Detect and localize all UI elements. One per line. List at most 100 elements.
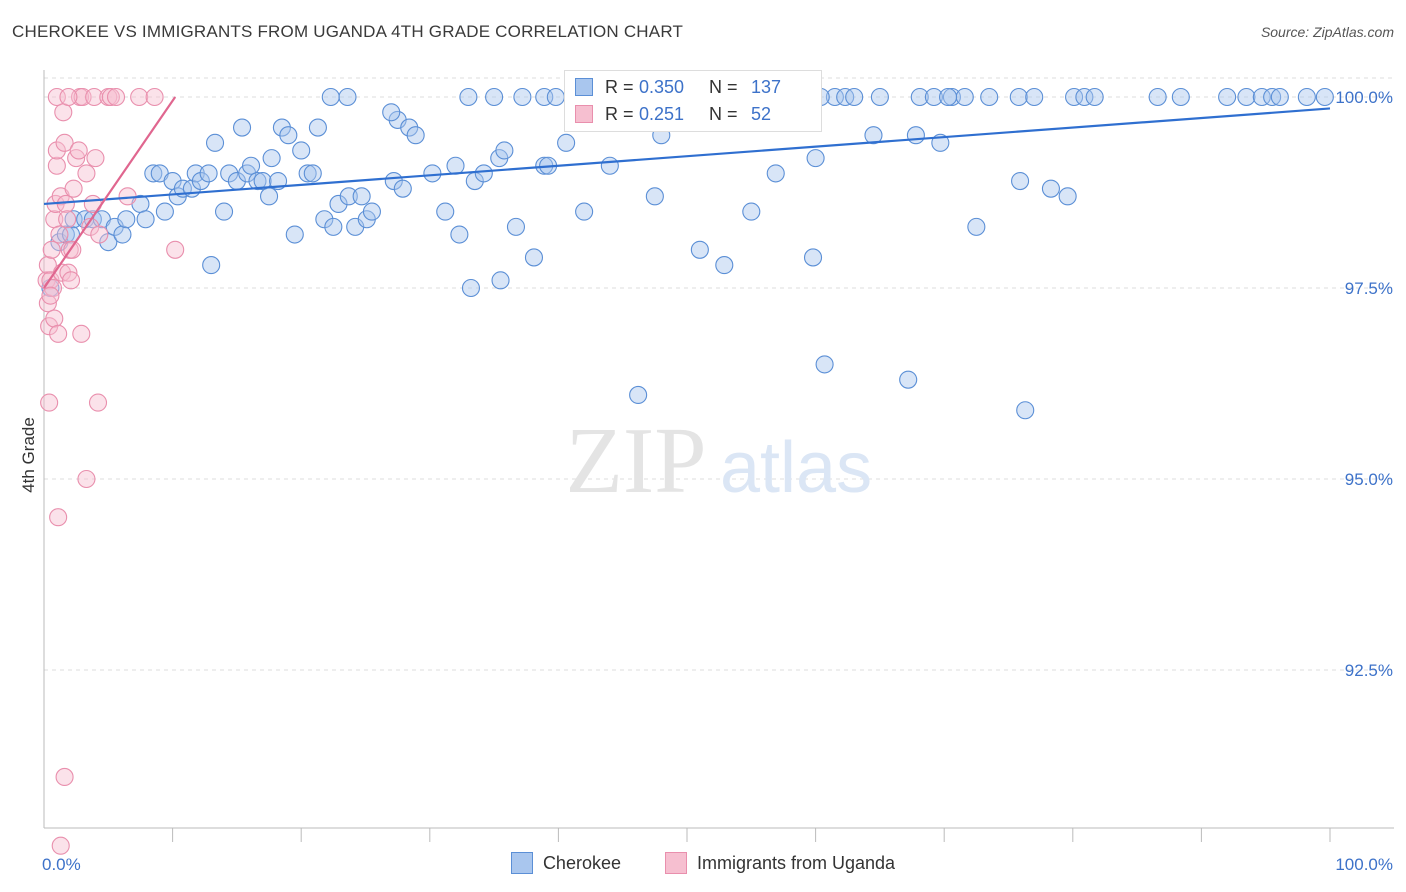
cherokee-point — [899, 370, 918, 389]
uganda-point — [69, 141, 88, 160]
cherokee-point — [393, 179, 412, 198]
uganda-point — [42, 240, 61, 259]
cherokee-point — [324, 217, 343, 236]
cherokee-point — [980, 87, 999, 107]
cherokee-point — [1085, 87, 1104, 107]
uganda-point — [37, 271, 56, 290]
series-legend: Cherokee Immigrants from Uganda — [0, 852, 1406, 874]
cherokee-points — [41, 87, 1334, 420]
cherokee-point — [199, 164, 218, 183]
cherokee-point — [1237, 87, 1256, 107]
axis-labels: 100.0% 97.5% 95.0% 92.5% 0.0% 100.0% 4th Grade — [19, 88, 1393, 874]
cherokee-trend-line — [43, 107, 1331, 206]
watermark-atlas: atlas — [720, 428, 872, 508]
watermark-zip: ZIP — [566, 409, 707, 513]
uganda-point — [88, 393, 108, 412]
cherokee-point — [144, 164, 163, 183]
cherokee-point — [253, 171, 272, 191]
legend-row-uganda: R = 0.251 N = 52 — [575, 102, 771, 126]
cherokee-point — [485, 87, 504, 107]
y-tick-label: 92.5% — [1345, 661, 1393, 680]
cherokee-swatch — [575, 78, 593, 96]
cherokee-point — [292, 141, 311, 160]
r-label: R = — [605, 103, 634, 124]
cherokee-point — [924, 87, 943, 107]
cherokee-point — [262, 149, 281, 168]
cherokee-point — [1315, 87, 1334, 107]
uganda-point — [51, 836, 70, 855]
cherokee-point — [329, 194, 348, 214]
cherokee-point — [645, 187, 664, 206]
watermark: ZIP atlas — [566, 409, 873, 513]
cherokee-point — [690, 240, 709, 259]
uganda-r-value: 0.251 — [639, 103, 685, 124]
cherokee-point — [285, 225, 304, 244]
y-tick-label: 95.0% — [1345, 470, 1393, 489]
cherokee-point — [939, 87, 958, 107]
uganda-legend-swatch — [664, 852, 687, 874]
cherokee-point — [1252, 87, 1271, 107]
uganda-point — [77, 469, 96, 489]
cherokee-point — [339, 187, 358, 206]
y-axis-label: 4th Grade — [19, 417, 38, 493]
uganda-n-value: 52 — [751, 103, 772, 124]
uganda-point — [47, 141, 66, 160]
cherokee-point — [815, 355, 834, 374]
cherokee-point — [629, 385, 648, 405]
cherokee-point — [279, 126, 298, 145]
cherokee-legend-swatch — [510, 852, 533, 874]
uganda-trend-line — [43, 96, 177, 289]
cherokee-point — [910, 87, 929, 107]
uganda-swatch — [575, 105, 593, 123]
uganda-point — [50, 225, 69, 244]
y-tick-label: 97.5% — [1345, 279, 1393, 298]
cherokee-point — [298, 164, 317, 183]
cherokee-point — [506, 217, 526, 236]
chart-title: CHEROKEE VS IMMIGRANTS FROM UGANDA 4TH G… — [12, 22, 684, 41]
legend-label-uganda: Immigrants from Uganda — [696, 852, 896, 873]
uganda-point — [56, 194, 75, 214]
uganda-point — [77, 164, 96, 183]
cherokee-point — [272, 118, 291, 137]
cherokee-point — [202, 256, 221, 275]
cherokee-point — [1263, 87, 1282, 107]
n-label: N = — [709, 76, 738, 97]
legend-item-uganda[interactable]: Immigrants from Uganda — [664, 852, 896, 874]
cherokee-point — [955, 87, 974, 107]
cherokee-point — [450, 225, 469, 244]
cherokee-point — [1218, 87, 1237, 107]
source-credit: Source: ZipAtlas.com — [1260, 24, 1394, 40]
cherokee-point — [1270, 87, 1289, 107]
uganda-point — [72, 324, 91, 343]
cherokee-point — [1058, 187, 1077, 206]
uganda-point — [61, 271, 81, 290]
legend-label-cherokee: Cherokee — [542, 852, 621, 873]
cherokee-point — [491, 271, 510, 290]
cherokee-point — [352, 187, 371, 206]
cherokee-point — [259, 187, 279, 206]
cherokee-point — [575, 202, 594, 221]
cherokee-point — [803, 248, 823, 267]
uganda-point — [86, 149, 105, 168]
cherokee-point — [495, 141, 514, 160]
cherokee-n-value: 137 — [751, 76, 782, 97]
cherokee-point — [214, 202, 234, 221]
cherokee-point — [248, 171, 267, 191]
uganda-point — [40, 393, 59, 412]
uganda-point — [166, 240, 185, 259]
uganda-point — [145, 87, 164, 107]
cherokee-point — [1041, 179, 1060, 198]
uganda-point — [49, 324, 68, 343]
cherokee-point — [303, 164, 322, 183]
uganda-point — [106, 87, 126, 107]
uganda-point — [130, 87, 149, 107]
x-tick-label-min: 0.0% — [42, 855, 81, 874]
x-tick-label-max: 100.0% — [1335, 855, 1393, 874]
legend-item-cherokee[interactable]: Cherokee — [510, 852, 621, 874]
cherokee-point — [766, 164, 785, 183]
n-label: N = — [709, 103, 738, 124]
cherokee-point — [338, 87, 357, 107]
y-tick-label: 100.0% — [1335, 88, 1393, 107]
cherokee-point — [1065, 87, 1084, 107]
